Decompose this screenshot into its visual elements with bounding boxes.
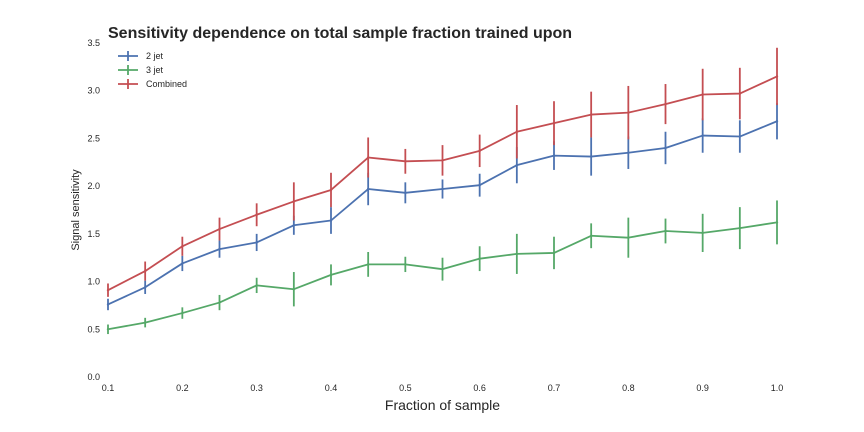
data-point (366, 156, 370, 159)
data-point (627, 151, 630, 154)
legend-label: 3 jet (146, 65, 164, 75)
data-point (255, 241, 258, 244)
y-axis-label: Signal sensitivity (70, 169, 82, 251)
x-tick-label: 0.5 (399, 383, 412, 393)
x-tick-label: 0.4 (325, 383, 338, 393)
data-point (441, 267, 444, 271)
legend-item: 2 jet (118, 51, 164, 61)
y-tick-label: 1.0 (87, 277, 100, 287)
data-point (143, 321, 147, 324)
x-axis-label: Fraction of sample (385, 397, 500, 413)
data-point (627, 236, 630, 239)
data-point (292, 200, 296, 203)
data-point (106, 303, 110, 306)
x-tick-label: 0.7 (548, 383, 561, 393)
data-point (329, 219, 333, 222)
data-point (664, 146, 667, 150)
legend-item: Combined (118, 79, 187, 89)
data-point (589, 155, 593, 158)
x-tick-label: 0.1 (102, 383, 115, 393)
x-tick-label: 0.9 (696, 383, 709, 393)
x-tick-label: 0.6 (473, 383, 486, 393)
data-point (515, 130, 519, 133)
data-point (664, 102, 667, 106)
data-point (329, 273, 333, 277)
data-point (255, 213, 258, 216)
data-point (404, 263, 407, 266)
series-combined (106, 47, 779, 297)
data-point (218, 227, 221, 231)
data-point (181, 245, 184, 248)
legend: 2 jet 3 jet Combined (118, 51, 187, 89)
data-point (775, 221, 779, 224)
data-point (181, 262, 184, 265)
data-point (404, 191, 407, 195)
data-point (589, 234, 593, 237)
data-point (255, 284, 258, 287)
data-point (552, 121, 556, 125)
x-tick-label: 0.3 (250, 383, 263, 393)
data-point (366, 263, 370, 266)
x-tick-label: 1.0 (771, 383, 784, 393)
legend-item: 3 jet (118, 65, 164, 75)
data-point (441, 187, 444, 191)
data-point (181, 311, 184, 315)
data-point (738, 226, 742, 230)
data-point (441, 159, 444, 162)
data-point (143, 286, 147, 289)
y-tick-label: 2.0 (87, 181, 100, 191)
data-point (106, 288, 110, 292)
x-tick-label: 0.2 (176, 383, 189, 393)
data-point (552, 154, 556, 157)
legend-label: Combined (146, 79, 187, 89)
data-point (627, 111, 630, 114)
y-tick-label: 3.5 (87, 38, 100, 48)
legend-label: 2 jet (146, 51, 164, 61)
data-point (515, 163, 519, 167)
x-axis-tick-labels: 0.1 0.2 0.3 0.4 0.5 0.6 0.7 0.8 0.9 1.0 (102, 383, 784, 393)
data-point (775, 75, 779, 78)
y-axis-tick-labels: 0.0 0.5 1.0 1.5 2.0 2.5 3.0 3.5 (87, 38, 100, 382)
data-point (478, 149, 481, 153)
data-point (329, 188, 333, 192)
y-tick-label: 0.0 (87, 372, 100, 382)
chart-title: Sensitivity dependence on total sample f… (108, 25, 572, 42)
data-point (143, 269, 147, 273)
data-point (738, 135, 742, 138)
x-tick-label: 0.8 (622, 383, 635, 393)
data-point (478, 257, 481, 260)
data-point (738, 92, 742, 95)
data-point (106, 328, 110, 331)
data-point (701, 93, 704, 96)
data-point (775, 120, 779, 123)
data-point (404, 160, 407, 163)
data-point (589, 113, 593, 116)
data-point (292, 288, 296, 291)
data-point (292, 224, 296, 227)
data-point (552, 251, 556, 255)
data-point (478, 183, 481, 187)
data-point (664, 229, 667, 233)
data-point (218, 301, 221, 304)
y-tick-label: 3.0 (87, 86, 100, 96)
data-point (515, 252, 519, 256)
data-point (366, 187, 370, 191)
series-2-jet (106, 103, 779, 311)
series-layer (106, 47, 779, 335)
y-tick-label: 2.5 (87, 133, 100, 143)
data-point (218, 247, 221, 251)
series-3-jet (106, 200, 779, 335)
data-point (701, 231, 704, 235)
data-point (701, 134, 704, 137)
y-tick-label: 0.5 (87, 324, 100, 334)
y-tick-label: 1.5 (87, 229, 100, 239)
